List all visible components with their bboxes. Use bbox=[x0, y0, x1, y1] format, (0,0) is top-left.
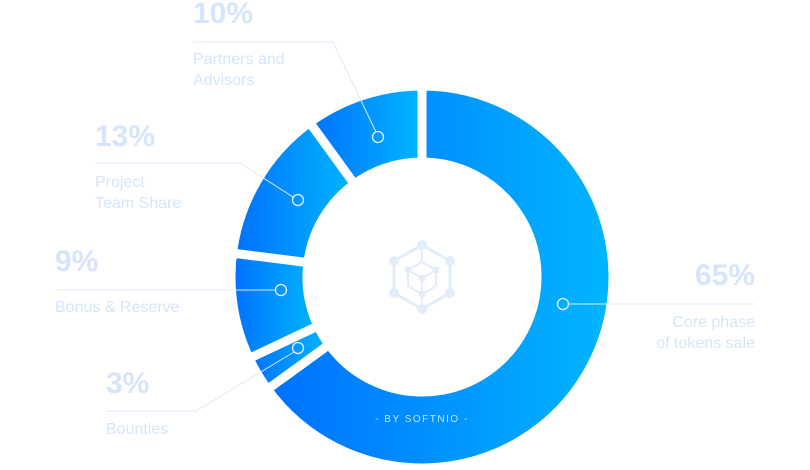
leader-line bbox=[193, 41, 377, 133]
slice-name-label: Partners and bbox=[193, 51, 285, 68]
slice-name-label: Project bbox=[95, 174, 145, 191]
slice-percent-label: 65% bbox=[695, 259, 755, 292]
slice-name-label: Bonus & Reserve bbox=[55, 299, 180, 316]
slice-name-label: Advisors bbox=[193, 72, 254, 89]
slice-name-label: Team Share bbox=[95, 195, 181, 212]
donut-slice bbox=[303, 81, 427, 191]
donut-slice bbox=[261, 81, 618, 470]
hexagon-cube-network-icon bbox=[389, 240, 455, 314]
slice-percent-label: 10% bbox=[193, 0, 253, 30]
leader-line bbox=[95, 162, 294, 198]
slice-percent-label: 3% bbox=[106, 367, 149, 400]
slice-percent-label: 13% bbox=[95, 120, 155, 153]
leader-line bbox=[106, 351, 295, 412]
slice-percent-label: 9% bbox=[55, 245, 98, 278]
watermark: - BY SOFTNIO - bbox=[375, 414, 469, 425]
slice-marker bbox=[556, 297, 570, 311]
slice-marker bbox=[291, 341, 305, 355]
slice-name-label: Core phase bbox=[672, 314, 755, 331]
slice-marker bbox=[371, 130, 385, 144]
slice-name-label: of tokens sale bbox=[656, 335, 755, 352]
slice-marker bbox=[274, 283, 288, 297]
slice-name-label: Bounties bbox=[106, 421, 168, 438]
slice-marker bbox=[291, 193, 305, 207]
